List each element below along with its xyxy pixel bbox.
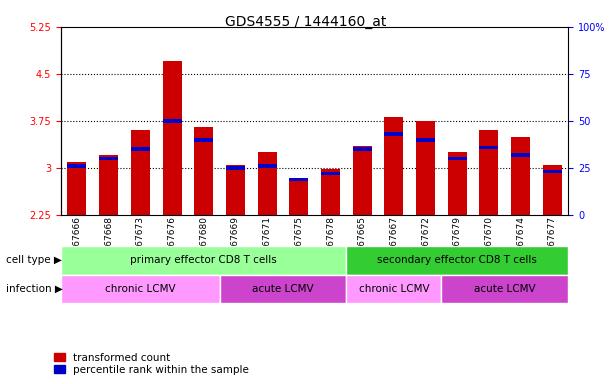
Bar <box>194 127 213 215</box>
Bar <box>353 147 371 151</box>
Bar <box>194 138 213 141</box>
Legend: transformed count, percentile rank within the sample: transformed count, percentile rank withi… <box>54 353 249 375</box>
Text: acute LCMV: acute LCMV <box>474 284 536 294</box>
Text: acute LCMV: acute LCMV <box>252 284 314 294</box>
Bar <box>131 131 150 215</box>
Text: infection ▶: infection ▶ <box>6 284 63 294</box>
Text: chronic LCMV: chronic LCMV <box>359 284 429 294</box>
Bar <box>67 164 87 168</box>
Text: secondary effector CD8 T cells: secondary effector CD8 T cells <box>378 255 537 265</box>
Bar <box>163 61 181 215</box>
Bar <box>384 132 403 136</box>
Text: GDS4555 / 1444160_at: GDS4555 / 1444160_at <box>225 15 386 29</box>
Bar <box>226 165 245 215</box>
Bar <box>258 152 277 215</box>
Bar <box>99 157 118 160</box>
Bar <box>321 172 340 175</box>
Bar <box>163 119 181 122</box>
Bar <box>543 170 562 174</box>
Text: chronic LCMV: chronic LCMV <box>105 284 175 294</box>
Bar <box>258 164 277 168</box>
Bar <box>416 138 435 141</box>
Bar <box>99 156 118 215</box>
Bar <box>511 153 530 157</box>
Bar <box>353 146 371 215</box>
Bar <box>448 157 467 160</box>
Bar <box>511 137 530 215</box>
Bar <box>131 147 150 151</box>
Text: primary effector CD8 T cells: primary effector CD8 T cells <box>130 255 277 265</box>
Bar <box>416 121 435 215</box>
Bar <box>480 131 499 215</box>
Text: cell type ▶: cell type ▶ <box>6 255 62 265</box>
Bar <box>480 146 499 149</box>
Bar <box>321 169 340 215</box>
Bar <box>384 117 403 215</box>
Bar <box>290 179 309 215</box>
Bar <box>67 162 87 215</box>
Bar <box>543 165 562 215</box>
Bar <box>226 166 245 170</box>
Bar <box>290 177 309 181</box>
Bar <box>448 152 467 215</box>
